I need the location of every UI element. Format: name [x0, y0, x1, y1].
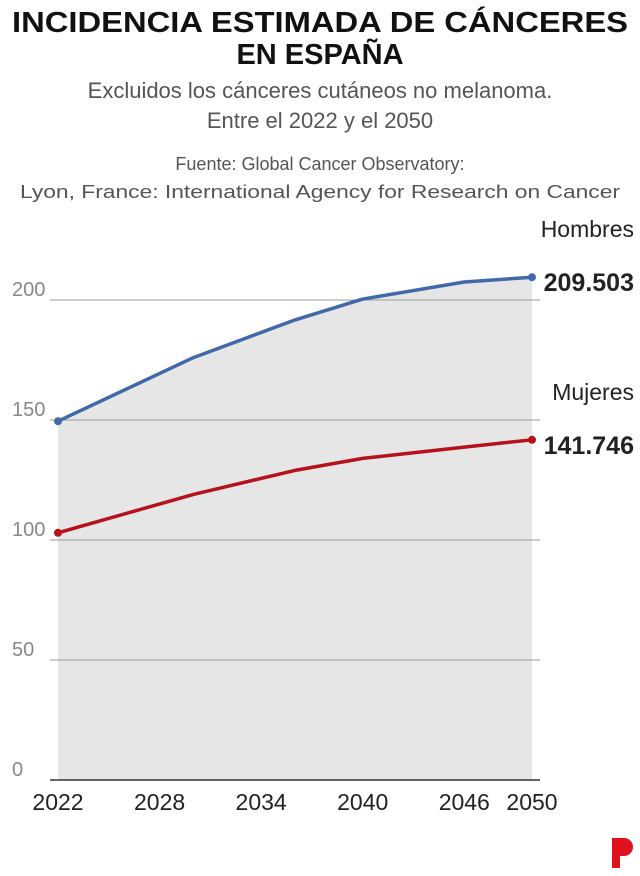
point [528, 435, 536, 444]
data-label: 141.746 [544, 432, 634, 460]
chart-title: EN ESPAÑA [236, 37, 403, 71]
data-label: 209.503 [544, 269, 634, 297]
source: Lyon, France: International Agency for R… [20, 182, 620, 202]
point [54, 417, 62, 426]
x-tick-label: 2040 [337, 789, 388, 815]
x-tick-label: 2050 [506, 789, 557, 815]
y-tick-label: 0 [12, 759, 23, 781]
y-tick-label: 50 [12, 639, 34, 661]
logo [612, 838, 633, 868]
y-tick-label: 200 [12, 279, 45, 301]
line [57, 275, 533, 423]
legend-label: Mujeres [552, 379, 634, 405]
legend-label: Hombres [541, 216, 634, 242]
y-tick-label: 150 [12, 399, 45, 421]
subtitle: Entre el 2022 y el 2050 [207, 108, 433, 133]
line [57, 438, 533, 535]
x-tick-label: 2046 [439, 789, 490, 815]
subtitle: Excluidos los cánceres cutáneos no melan… [88, 78, 553, 103]
source: Fuente: Global Cancer Observatory: [175, 154, 464, 174]
chart-title: INCIDENCIA ESTIMADA DE CÁNCERES [12, 5, 628, 39]
point [54, 528, 62, 537]
point [528, 273, 536, 282]
y-tick-label: 100 [12, 519, 45, 541]
x-tick-label: 2022 [32, 789, 83, 815]
x-tick-label: 2028 [134, 789, 185, 815]
area [58, 277, 532, 780]
x-tick-label: 2034 [236, 789, 287, 815]
